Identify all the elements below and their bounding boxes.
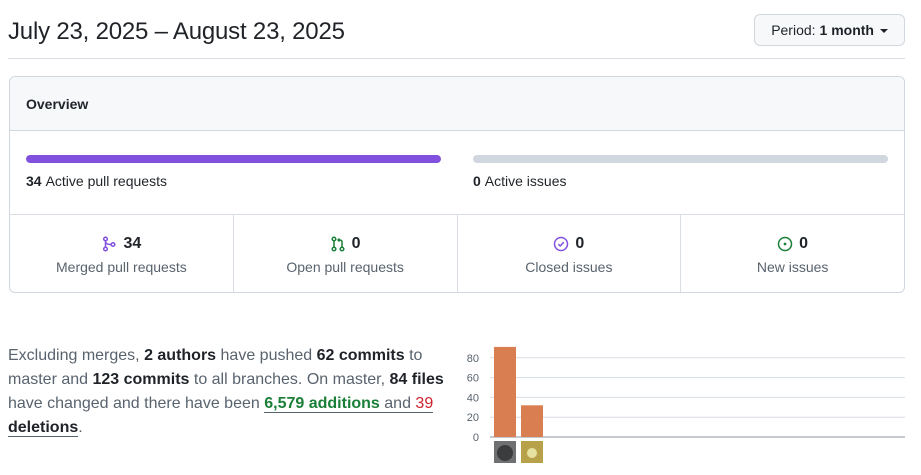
additions-label: additions (308, 395, 380, 412)
stat-closed-issues[interactable]: 0 Closed issues (458, 215, 682, 292)
commit-summary: Excluding merges, 2 authors have pushed … (8, 344, 458, 440)
deletions-count: 39 (415, 395, 434, 412)
issues-progress-bar (473, 155, 888, 163)
overview-stats: 34 Merged pull requests 0 Open pull requ… (10, 215, 904, 292)
new-issues-count: 0 (799, 235, 809, 252)
pull-requests-progress-bar (26, 155, 441, 163)
merged-pull-requests-count: 34 (123, 235, 142, 252)
active-pull-requests-summary[interactable]: 34 Active pull requests (26, 155, 441, 189)
page-header: July 23, 2025 – August 23, 2025 Period: … (8, 0, 905, 59)
pull-requests-progress-fill (26, 155, 441, 163)
additions-link[interactable]: 6,579 additions (264, 395, 380, 413)
avatar-author-2[interactable] (521, 441, 543, 463)
issue-closed-icon (554, 236, 569, 252)
active-issues-label: Active issues (484, 173, 567, 189)
bar-author-1[interactable] (494, 346, 516, 437)
period-value: 1 month (819, 22, 874, 38)
stat-open-pull-requests[interactable]: 0 Open pull requests (234, 215, 458, 292)
period-dropdown-button[interactable]: Period: 1 month (754, 14, 905, 46)
deletions-label: deletions (8, 419, 79, 437)
bar-author-2[interactable] (521, 405, 543, 437)
summary-text: Excluding merges, (8, 347, 145, 364)
active-pull-requests-count: 34 (26, 173, 42, 189)
active-issues-count: 0 (473, 173, 481, 189)
overview-box: Overview 34 Active pull requests 0 Active … (9, 76, 905, 293)
period-label: Period: (771, 22, 816, 38)
summary-text: and (379, 395, 416, 413)
active-pull-requests-label: Active pull requests (45, 173, 167, 189)
open-pull-requests-count: 0 (351, 235, 361, 252)
commits-all-count: 123 commits (92, 371, 190, 388)
issue-opened-icon (777, 236, 793, 252)
y-tick-label: 20 (467, 412, 479, 424)
date-range-title: July 23, 2025 – August 23, 2025 (8, 18, 345, 45)
overview-header: Overview (10, 77, 904, 131)
closed-issues-count: 0 (575, 235, 585, 252)
authors-count: 2 authors (144, 347, 217, 364)
active-issues-summary[interactable]: 0 Active issues (473, 155, 888, 189)
stat-new-issues[interactable]: 0 New issues (681, 215, 904, 292)
y-tick-label: 80 (467, 353, 479, 365)
overview-title: Overview (26, 95, 89, 112)
commits-by-author-chart: 0 20 40 60 80 (467, 346, 905, 463)
summary-text: have pushed (216, 347, 317, 364)
summary-text: have changed and there have been (8, 395, 265, 412)
stat-merged-pull-requests[interactable]: 34 Merged pull requests (10, 215, 234, 292)
overview-bars: 34 Active pull requests 0 Active issues (10, 131, 904, 215)
open-pull-requests-label: Open pull requests (286, 259, 404, 275)
caret-down-icon (880, 28, 888, 33)
additions-count: 6,579 (264, 395, 305, 412)
y-tick-label: 60 (467, 373, 479, 385)
avatar-author-1[interactable] (494, 441, 516, 463)
commits-master-count: 62 commits (316, 347, 405, 364)
closed-issues-label: Closed issues (525, 259, 613, 275)
files-changed-count: 84 files (389, 371, 444, 388)
y-tick-label: 40 (467, 392, 479, 404)
y-tick-label: 0 (473, 432, 479, 444)
new-issues-label: New issues (756, 259, 829, 275)
merged-pull-requests-label: Merged pull requests (56, 259, 187, 275)
summary-text: to all branches. On master, (189, 371, 390, 388)
git-pull-request-icon (331, 236, 345, 252)
git-merge-icon (103, 236, 117, 252)
summary-text: to master and (8, 347, 423, 388)
deletions-link[interactable]: 39 deletions (8, 395, 434, 437)
summary-text: . (78, 419, 83, 436)
